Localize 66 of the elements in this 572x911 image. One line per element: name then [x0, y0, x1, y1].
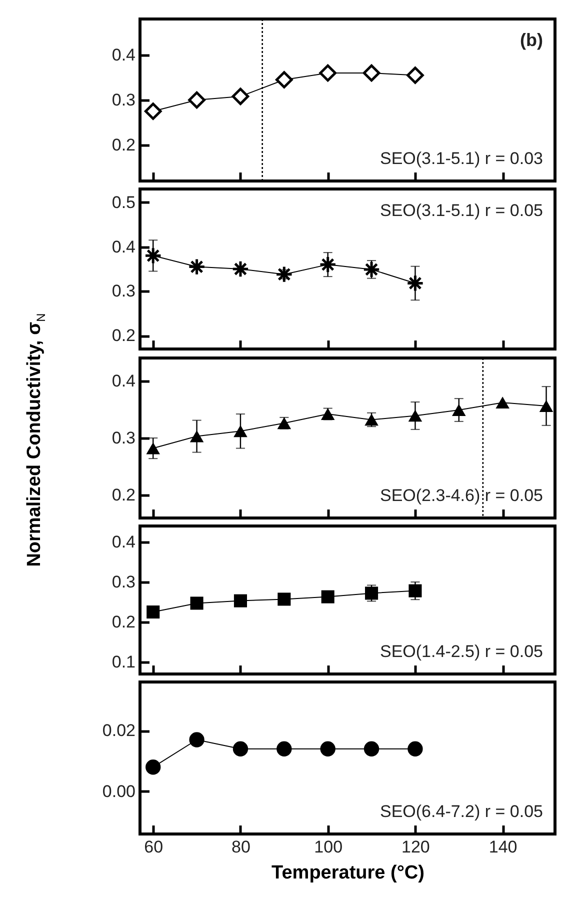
point [362, 260, 380, 278]
y-tick-label: 0.4 [112, 371, 136, 390]
point [190, 430, 204, 442]
point [234, 594, 247, 608]
annotation: SEO(6.4-7.2) r = 0.05 [380, 802, 543, 821]
point [406, 274, 424, 292]
point [320, 408, 335, 420]
point [232, 88, 250, 106]
point [365, 586, 378, 600]
point [277, 417, 292, 430]
point [408, 584, 422, 598]
point [364, 414, 378, 426]
point [146, 605, 160, 619]
y-tick-label: 0.4 [112, 46, 136, 64]
point [320, 741, 336, 756]
point [144, 102, 162, 120]
point [146, 442, 160, 454]
point [275, 266, 293, 284]
x-tick-label: 140 [488, 838, 518, 856]
point [278, 592, 291, 606]
point [234, 425, 248, 438]
point [408, 741, 423, 756]
point [452, 404, 466, 416]
point [189, 732, 204, 748]
annotation: SEO(3.1-5.1) r = 0.03 [380, 149, 543, 168]
point [232, 260, 250, 278]
point [408, 410, 422, 422]
point [146, 760, 161, 775]
y-tick-label: 0.2 [112, 486, 136, 505]
annotation: SEO(1.4-2.5) r = 0.05 [380, 642, 543, 661]
point [321, 590, 334, 604]
point [496, 396, 510, 409]
point [362, 64, 380, 82]
annotation: (b) [520, 30, 544, 50]
x-tick-label: 120 [402, 838, 430, 856]
y-tick-label: 0.2 [112, 326, 136, 346]
y-tick-label: 0.3 [112, 90, 136, 110]
y-tick-label: 0.00 [102, 782, 136, 801]
point [232, 741, 248, 756]
point [364, 741, 380, 756]
x-tick-label: 100 [314, 838, 343, 856]
y-tick-label: 0.4 [112, 237, 136, 256]
y-tick-label: 0.3 [112, 282, 136, 301]
y-tick-label: 0.4 [112, 532, 136, 552]
point [276, 741, 292, 756]
point [190, 596, 204, 610]
point [319, 64, 337, 82]
point [539, 400, 554, 412]
y-tick-label: 0.1 [112, 652, 136, 672]
annotation: SEO(3.1-5.1) r = 0.05 [380, 201, 543, 220]
annotation: SEO(2.3-4.6) r = 0.05 [380, 486, 543, 505]
point [275, 71, 293, 88]
y-tick-label: 0.3 [112, 428, 136, 448]
point [188, 258, 206, 276]
y-tick-label: 0.2 [112, 612, 136, 632]
point [319, 256, 337, 274]
x-tick-label: 60 [144, 838, 164, 856]
y-tick-label: 0.3 [112, 572, 136, 592]
point [188, 91, 206, 109]
y-tick-label: 0.02 [102, 721, 136, 740]
x-axis-title: Temperature (°C) [272, 862, 424, 884]
y-tick-label: 0.5 [112, 192, 136, 212]
x-tick-label: 80 [232, 838, 250, 856]
point [144, 246, 162, 264]
point [406, 66, 424, 84]
y-tick-label: 0.2 [112, 136, 136, 154]
